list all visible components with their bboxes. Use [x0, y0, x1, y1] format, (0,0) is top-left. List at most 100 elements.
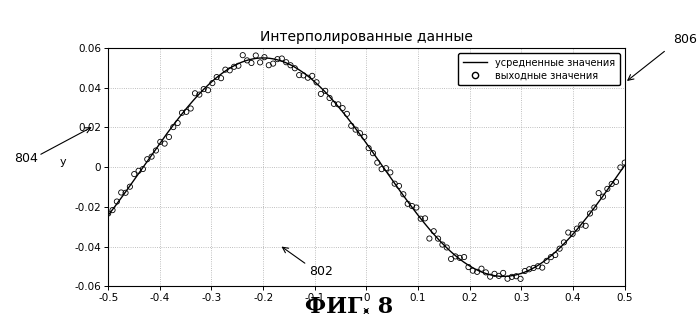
- Point: [172, 120, 183, 126]
- Point: [428, 229, 439, 234]
- Point: [541, 258, 552, 263]
- Point: [576, 222, 587, 227]
- Point: [341, 111, 352, 117]
- Point: [289, 66, 300, 71]
- Point: [502, 276, 513, 281]
- Point: [189, 91, 200, 96]
- Point: [263, 63, 274, 68]
- Point: [489, 271, 500, 276]
- Legend: усредненные значения, выходные значения: усредненные значения, выходные значения: [458, 53, 620, 85]
- Title: Интерполированные данные: Интерполированные данные: [260, 30, 473, 44]
- Point: [333, 102, 344, 107]
- Point: [615, 165, 626, 170]
- Point: [298, 73, 309, 78]
- Point: [367, 151, 378, 156]
- Point: [433, 236, 444, 241]
- Point: [124, 184, 135, 189]
- Point: [363, 145, 374, 151]
- Point: [224, 68, 235, 73]
- Point: [107, 208, 118, 213]
- Point: [584, 211, 595, 216]
- Point: [480, 270, 491, 275]
- Point: [320, 88, 331, 93]
- Point: [419, 216, 431, 221]
- Point: [537, 265, 548, 270]
- Point: [459, 255, 470, 260]
- Point: [255, 60, 266, 65]
- Point: [515, 276, 526, 281]
- Point: [311, 80, 322, 85]
- Point: [116, 190, 127, 195]
- Point: [619, 160, 630, 165]
- Point: [315, 91, 327, 97]
- Point: [259, 55, 270, 60]
- Point: [376, 166, 387, 172]
- Point: [554, 246, 565, 251]
- Point: [389, 181, 400, 186]
- Point: [198, 86, 209, 92]
- Y-axis label: y: y: [60, 157, 67, 167]
- Point: [324, 95, 335, 101]
- Point: [181, 109, 192, 115]
- Point: [211, 74, 222, 80]
- Point: [588, 205, 600, 210]
- Point: [463, 264, 474, 270]
- Point: [437, 242, 448, 247]
- Point: [593, 190, 604, 196]
- Point: [406, 203, 417, 209]
- Point: [242, 58, 253, 63]
- Point: [281, 60, 292, 65]
- Point: [220, 67, 231, 72]
- Point: [524, 266, 535, 272]
- Point: [142, 157, 153, 162]
- Point: [159, 141, 170, 146]
- Point: [441, 245, 452, 250]
- Point: [394, 183, 405, 189]
- Point: [133, 168, 144, 173]
- Point: [207, 80, 218, 86]
- X-axis label: x: x: [363, 306, 370, 316]
- Point: [415, 216, 426, 221]
- Point: [302, 75, 313, 80]
- Point: [402, 201, 413, 207]
- Point: [558, 240, 570, 245]
- Point: [328, 101, 339, 107]
- Point: [306, 73, 318, 78]
- Text: 802: 802: [309, 265, 333, 278]
- Point: [567, 231, 578, 237]
- Point: [246, 60, 257, 66]
- Point: [563, 230, 574, 235]
- Point: [128, 171, 140, 177]
- Point: [424, 236, 435, 241]
- Text: ФИГ. 8: ФИГ. 8: [305, 296, 393, 318]
- Point: [545, 255, 556, 260]
- Point: [337, 106, 348, 111]
- Point: [398, 192, 409, 197]
- Point: [519, 268, 530, 274]
- Point: [276, 56, 288, 61]
- Point: [250, 53, 261, 58]
- Point: [216, 75, 227, 81]
- Point: [550, 252, 561, 258]
- Text: 804: 804: [14, 152, 38, 166]
- Point: [454, 255, 466, 260]
- Point: [194, 92, 205, 97]
- Point: [272, 57, 283, 62]
- Point: [285, 63, 296, 68]
- Point: [359, 134, 370, 139]
- Point: [606, 181, 617, 187]
- Point: [177, 110, 188, 116]
- Point: [168, 124, 179, 130]
- Point: [580, 223, 591, 228]
- Point: [185, 106, 196, 111]
- Point: [467, 268, 478, 273]
- Point: [237, 53, 248, 58]
- Point: [493, 273, 505, 278]
- Point: [355, 130, 366, 136]
- Point: [602, 186, 613, 192]
- Point: [163, 134, 174, 140]
- Point: [385, 170, 396, 175]
- Point: [120, 190, 131, 195]
- Point: [294, 72, 305, 78]
- Point: [611, 179, 622, 184]
